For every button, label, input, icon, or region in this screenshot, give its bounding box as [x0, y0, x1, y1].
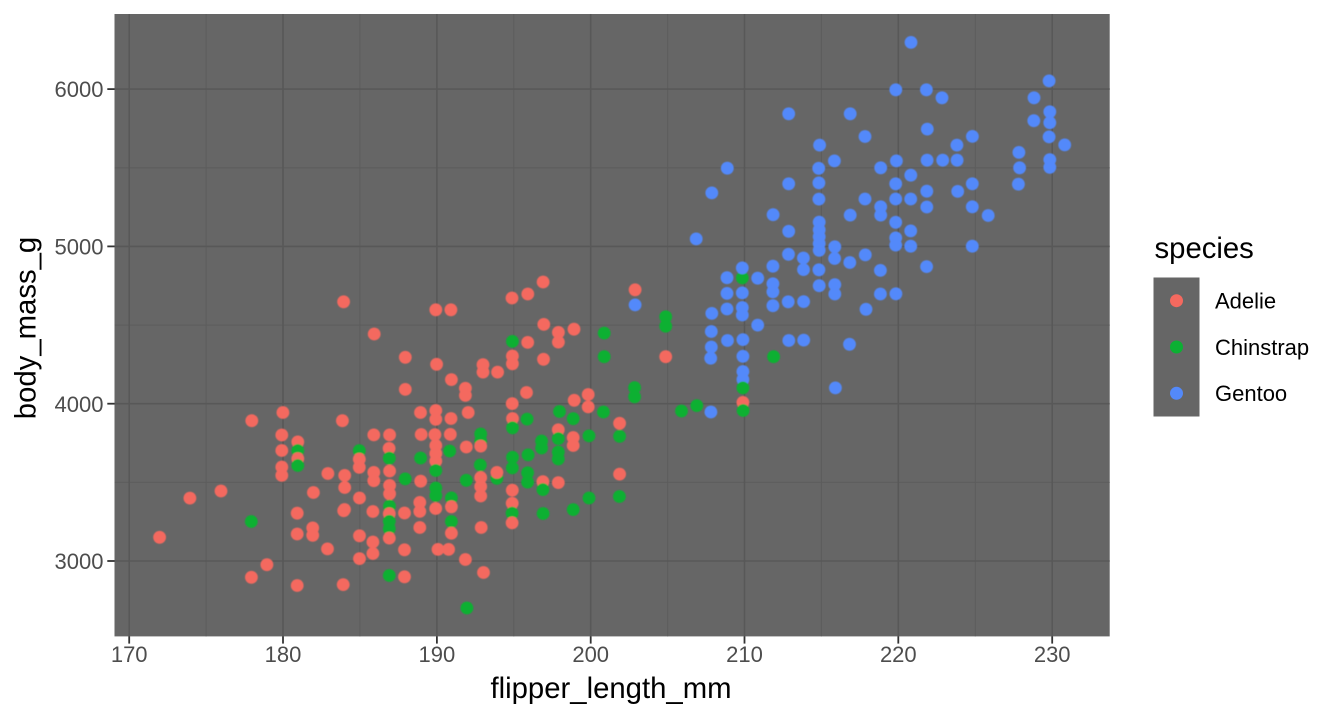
svg-text:230: 230 — [1034, 642, 1071, 667]
svg-text:5000: 5000 — [55, 235, 104, 260]
svg-text:170: 170 — [111, 642, 148, 667]
svg-text:6000: 6000 — [55, 77, 104, 102]
svg-text:3000: 3000 — [55, 549, 104, 574]
svg-text:species: species — [1155, 232, 1254, 265]
svg-text:190: 190 — [419, 642, 456, 667]
svg-text:flipper_length_mm: flipper_length_mm — [490, 672, 731, 705]
svg-text:180: 180 — [265, 642, 302, 667]
svg-text:body_mass_g: body_mass_g — [10, 237, 43, 419]
svg-text:Adelie: Adelie — [1215, 289, 1276, 314]
svg-text:220: 220 — [880, 642, 917, 667]
svg-text:Gentoo: Gentoo — [1215, 381, 1287, 406]
svg-text:4000: 4000 — [55, 392, 104, 417]
svg-text:210: 210 — [726, 642, 763, 667]
svg-text:200: 200 — [572, 642, 609, 667]
svg-text:Chinstrap: Chinstrap — [1215, 335, 1309, 360]
